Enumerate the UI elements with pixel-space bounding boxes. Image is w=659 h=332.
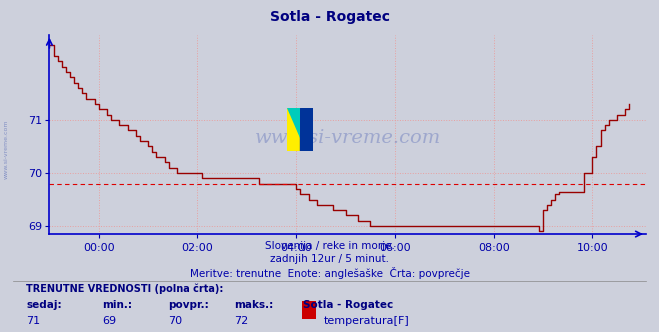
Text: zadnjih 12ur / 5 minut.: zadnjih 12ur / 5 minut. [270,254,389,264]
Text: Sotla - Rogatec: Sotla - Rogatec [270,10,389,24]
Text: povpr.:: povpr.: [168,300,209,310]
Text: Slovenija / reke in morje.: Slovenija / reke in morje. [264,241,395,251]
Bar [300,108,313,151]
Text: 71: 71 [26,316,40,326]
Text: TRENUTNE VREDNOSTI (polna črta):: TRENUTNE VREDNOSTI (polna črta): [26,284,224,294]
Text: Meritve: trenutne  Enote: anglešaške  Črta: povprečje: Meritve: trenutne Enote: anglešaške Črta… [190,267,469,279]
Text: temperatura[F]: temperatura[F] [324,316,410,326]
Text: 72: 72 [234,316,248,326]
Text: sedaj:: sedaj: [26,300,62,310]
Text: min.:: min.: [102,300,132,310]
Text: www.si-vreme.com: www.si-vreme.com [4,120,9,179]
Bar [287,108,300,151]
Text: Sotla - Rogatec: Sotla - Rogatec [303,300,393,310]
Text: 69: 69 [102,316,116,326]
Text: maks.:: maks.: [234,300,273,310]
Text: www.si-vreme.com: www.si-vreme.com [254,129,441,147]
Polygon shape [287,108,300,138]
Text: 70: 70 [168,316,182,326]
